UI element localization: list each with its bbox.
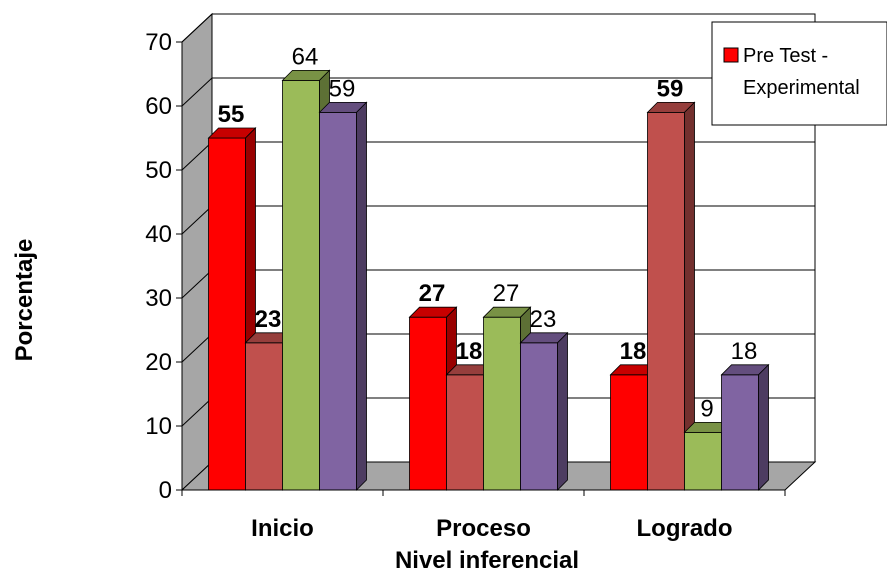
side-wall: [181, 12, 213, 492]
bar: [519, 331, 569, 491]
y-tick-label: 40: [145, 221, 172, 248]
data-label: 59: [657, 75, 684, 102]
gridline-side: [181, 13, 213, 43]
y-tick-label: 20: [145, 349, 172, 376]
legend-label-line-1: Pre Test -: [743, 45, 828, 67]
category-label: Inicio: [251, 515, 314, 542]
bar-front: [483, 316, 521, 491]
bar: [646, 101, 696, 491]
bar-front: [610, 374, 648, 491]
y-tick-label: 10: [145, 413, 172, 440]
legend: Pre Test - Experimental: [711, 21, 887, 126]
bar-front: [282, 80, 320, 491]
category-label: Logrado: [637, 515, 733, 542]
x-axis-title: Nivel inferencial: [395, 547, 579, 574]
y-tick-label: 50: [145, 157, 172, 184]
data-label: 59: [329, 75, 356, 102]
data-label: 64: [292, 43, 319, 70]
data-label: 27: [419, 280, 446, 307]
data-label: 18: [620, 338, 647, 365]
y-axis-title: Porcentaje: [11, 239, 38, 362]
legend-swatch: [723, 47, 739, 63]
bar-side: [557, 331, 568, 491]
axes: 0 10 20 30 40 50 60 70 Inicio Proceso Logrado: [145, 29, 786, 542]
bar-front: [446, 374, 484, 491]
data-label: 23: [530, 306, 557, 333]
bar-side: [758, 363, 769, 491]
y-tick-label: 60: [145, 93, 172, 120]
gridline-side: [181, 333, 213, 363]
bar-front: [647, 112, 685, 491]
category-label: Proceso: [436, 515, 531, 542]
gridline-side: [181, 141, 213, 171]
legend-box: [711, 21, 887, 126]
gridline-side: [181, 205, 213, 235]
y-tick-label: 0: [159, 477, 172, 504]
y-tick-label: 70: [145, 29, 172, 56]
data-label: 18: [456, 338, 483, 365]
bar-front: [520, 342, 558, 491]
data-label: 9: [700, 395, 713, 422]
bar-front: [684, 431, 722, 491]
bar-front: [245, 342, 283, 491]
legend-label-line-2: Experimental: [743, 77, 860, 99]
bar: [318, 101, 368, 491]
bar-side: [356, 101, 367, 491]
bar-front: [319, 112, 357, 491]
bars: [207, 69, 770, 491]
data-label: 55: [218, 101, 245, 128]
data-label: 23: [255, 306, 282, 333]
data-label: 18: [731, 338, 758, 365]
data-label: 27: [493, 280, 520, 307]
gridline-side: [181, 397, 213, 427]
gridline-side: [181, 269, 213, 299]
gridline-side: [181, 77, 213, 107]
bar-front: [409, 316, 447, 491]
bar-front: [721, 374, 759, 491]
data-labels: 55 23 64 59 27 18 27 23 18 59 9 18: [218, 43, 758, 422]
bar-front: [208, 137, 246, 491]
y-tick-label: 30: [145, 285, 172, 312]
bar: [720, 363, 770, 491]
